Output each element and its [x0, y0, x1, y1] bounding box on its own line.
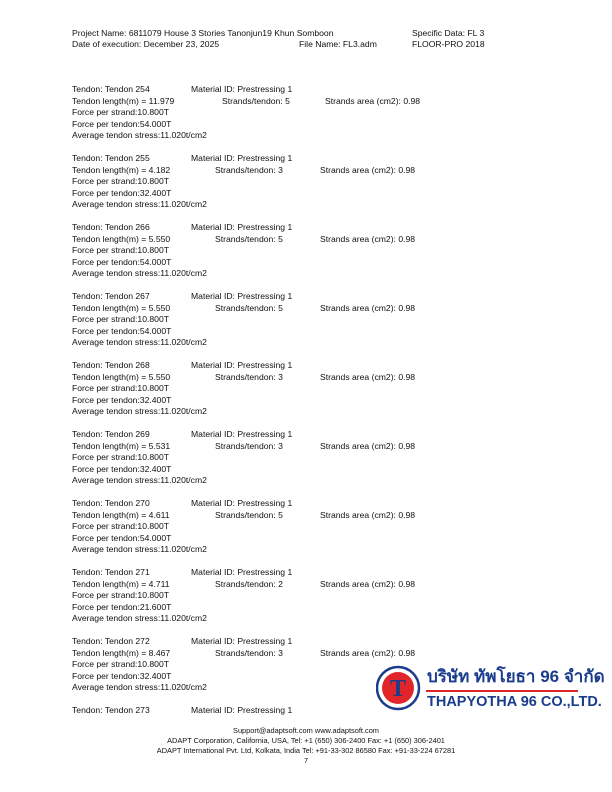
tendon-block: Tendon: Tendon 254 Material ID: Prestress… — [72, 84, 472, 144]
program-name: FLOOR-PRO 2018 — [412, 39, 485, 49]
material-id: Material ID: Prestressing 1 — [191, 153, 293, 163]
footer-support: Support@adaptsoft.com www.adaptsoft.com — [233, 726, 379, 735]
strands-per-tendon: Strands/tendon: 5 — [215, 509, 283, 520]
tendon-length: Tendon length(m) = 8.467 — [72, 647, 171, 658]
strands-area: Strands area (cm2): 0.98 — [320, 440, 416, 451]
force-per-strand: Force per strand:10.800T — [72, 245, 169, 255]
strands-per-tendon: Strands/tendon: 5 — [215, 302, 283, 313]
tendon-block: Tendon: Tendon 268 Material ID: Prestress… — [72, 360, 472, 420]
logo-letter: T — [390, 676, 406, 702]
page-number: 7 — [303, 756, 309, 765]
strands-per-tendon: Strands/tendon: 3 — [215, 440, 283, 451]
project-name: Project Name: 6811079 House 3 Stories Ta… — [72, 28, 334, 38]
material-id: Material ID: Prestressing 1 — [191, 360, 293, 370]
tendon-length: Tendon length(m) = 5.550 — [72, 302, 171, 313]
material-id: Material ID: Prestressing 1 — [191, 498, 293, 508]
strands-area: Strands area (cm2): 0.98 — [320, 647, 416, 658]
strands-per-tendon: Strands/tendon: 3 — [215, 371, 283, 382]
strands-area: Strands area (cm2): 0.98 — [320, 164, 416, 175]
tendon-name: Tendon: Tendon 269 — [72, 429, 150, 439]
tendon-block: Tendon: Tendon 272 Material ID: Prestress… — [72, 636, 472, 696]
force-per-strand: Force per strand:10.800T — [72, 521, 169, 531]
logo-english-name: THAPYOTHA 96 CO.,LTD. — [427, 694, 602, 710]
strands-per-tendon: Strands/tendon: 5 — [222, 95, 290, 106]
strands-area: Strands area (cm2): 0.98 — [320, 578, 416, 589]
force-per-tendon: Force per tendon:54.000T — [72, 256, 172, 267]
force-per-strand: Force per strand:10.800T — [72, 107, 169, 117]
average-tendon-stress: Average tendon stress:11.020t/cm2 — [72, 130, 207, 140]
specific-data: Specific Data: FL 3 — [412, 28, 485, 38]
tendon-name: Tendon: Tendon 255 — [72, 153, 150, 163]
force-per-tendon: Force per tendon:54.000T — [72, 532, 172, 543]
average-tendon-stress: Average tendon stress:11.020t/cm2 — [72, 199, 207, 209]
date-of-execution: Date of execution: December 23, 2025 — [72, 39, 220, 49]
strands-per-tendon: Strands/tendon: 3 — [215, 647, 283, 658]
force-per-strand: Force per strand:10.800T — [72, 659, 169, 669]
company-logo: T บริษัท ทัพโยธา 96 จำกัด THAPYOTHA 96 C… — [375, 664, 605, 712]
material-id: Material ID: Prestressing 1 — [191, 705, 293, 715]
tendon-length: Tendon length(m) = 4.182 — [72, 164, 171, 175]
force-per-tendon: Force per tendon:54.000T — [72, 118, 172, 129]
tendon-length: Tendon length(m) = 11.979 — [72, 95, 175, 106]
material-id: Material ID: Prestressing 1 — [191, 567, 293, 577]
material-id: Material ID: Prestressing 1 — [191, 84, 293, 94]
force-per-tendon: Force per tendon:32.400T — [72, 463, 172, 474]
strands-area: Strands area (cm2): 0.98 — [320, 233, 416, 244]
logo-emblem-icon: T — [375, 665, 578, 711]
tendon-length: Tendon length(m) = 4.711 — [72, 578, 170, 589]
tendon-block: Tendon: Tendon 273 Material ID: Prestress… — [72, 705, 472, 765]
tendon-name: Tendon: Tendon 273 — [72, 705, 150, 715]
tendon-name: Tendon: Tendon 271 — [72, 567, 150, 577]
strands-per-tendon: Strands/tendon: 3 — [215, 164, 283, 175]
force-per-strand: Force per strand:10.800T — [72, 314, 169, 324]
tendon-name: Tendon: Tendon 254 — [72, 84, 150, 94]
tendon-length: Tendon length(m) = 5.550 — [72, 371, 171, 382]
tendon-name: Tendon: Tendon 272 — [72, 636, 150, 646]
strands-area: Strands area (cm2): 0.98 — [320, 371, 416, 382]
tendon-length: Tendon length(m) = 4.611 — [72, 509, 170, 520]
force-per-tendon: Force per tendon:21.600T — [72, 601, 172, 612]
average-tendon-stress: Average tendon stress:11.020t/cm2 — [72, 682, 207, 692]
tendon-block: Tendon: Tendon 255 Material ID: Prestress… — [72, 153, 472, 213]
material-id: Material ID: Prestressing 1 — [191, 291, 293, 301]
force-per-tendon: Force per tendon:32.400T — [72, 670, 172, 681]
tendon-name: Tendon: Tendon 266 — [72, 222, 150, 232]
force-per-strand: Force per strand:10.800T — [72, 176, 169, 186]
tendon-block: Tendon: Tendon 271 Material ID: Prestress… — [72, 567, 472, 627]
average-tendon-stress: Average tendon stress:11.020t/cm2 — [72, 544, 207, 554]
strands-area: Strands area (cm2): 0.98 — [320, 509, 416, 520]
force-per-strand: Force per strand:10.800T — [72, 452, 169, 462]
force-per-strand: Force per strand:10.800T — [72, 590, 169, 600]
average-tendon-stress: Average tendon stress:11.020t/cm2 — [72, 406, 207, 416]
average-tendon-stress: Average tendon stress:11.020t/cm2 — [72, 475, 207, 485]
material-id: Material ID: Prestressing 1 — [191, 222, 293, 232]
tendon-length: Tendon length(m) = 5.531 — [72, 440, 171, 451]
average-tendon-stress: Average tendon stress:11.020t/cm2 — [72, 268, 207, 278]
footer-adapt-usa: ADAPT Corporation, California, USA, Tel:… — [167, 736, 445, 745]
tendon-block: Tendon: Tendon 270 Material ID: Prestress… — [72, 498, 472, 558]
tendon-length: Tendon length(m) = 5.550 — [72, 233, 171, 244]
footer-adapt-india: ADAPT International Pvt. Ltd, Kolkata, I… — [156, 746, 456, 755]
tendon-block: Tendon: Tendon 267 Material ID: Prestress… — [72, 291, 472, 351]
strands-area: Strands area (cm2): 0.98 — [325, 95, 421, 106]
material-id: Material ID: Prestressing 1 — [191, 636, 293, 646]
force-per-tendon: Force per tendon:54.000T — [72, 325, 172, 336]
logo-thai-name: บริษัท ทัพโยธา 96 จำกัด — [427, 667, 605, 686]
strands-per-tendon: Strands/tendon: 2 — [215, 578, 283, 589]
tendon-name: Tendon: Tendon 270 — [72, 498, 150, 508]
tendon-name: Tendon: Tendon 268 — [72, 360, 150, 370]
tendon-name: Tendon: Tendon 267 — [72, 291, 150, 301]
file-name: File Name: FL3.adm — [299, 39, 377, 49]
tendon-block: Tendon: Tendon 269 Material ID: Prestress… — [72, 429, 472, 489]
force-per-strand: Force per strand:10.800T — [72, 383, 169, 393]
average-tendon-stress: Average tendon stress:11.020t/cm2 — [72, 337, 207, 347]
strands-per-tendon: Strands/tendon: 5 — [215, 233, 283, 244]
average-tendon-stress: Average tendon stress:11.020t/cm2 — [72, 613, 207, 623]
strands-area: Strands area (cm2): 0.98 — [320, 302, 416, 313]
force-per-tendon: Force per tendon:32.400T — [72, 187, 172, 198]
material-id: Material ID: Prestressing 1 — [191, 429, 293, 439]
tendon-block: Tendon: Tendon 266 Material ID: Prestress… — [72, 222, 472, 282]
force-per-tendon: Force per tendon:32.400T — [72, 394, 172, 405]
